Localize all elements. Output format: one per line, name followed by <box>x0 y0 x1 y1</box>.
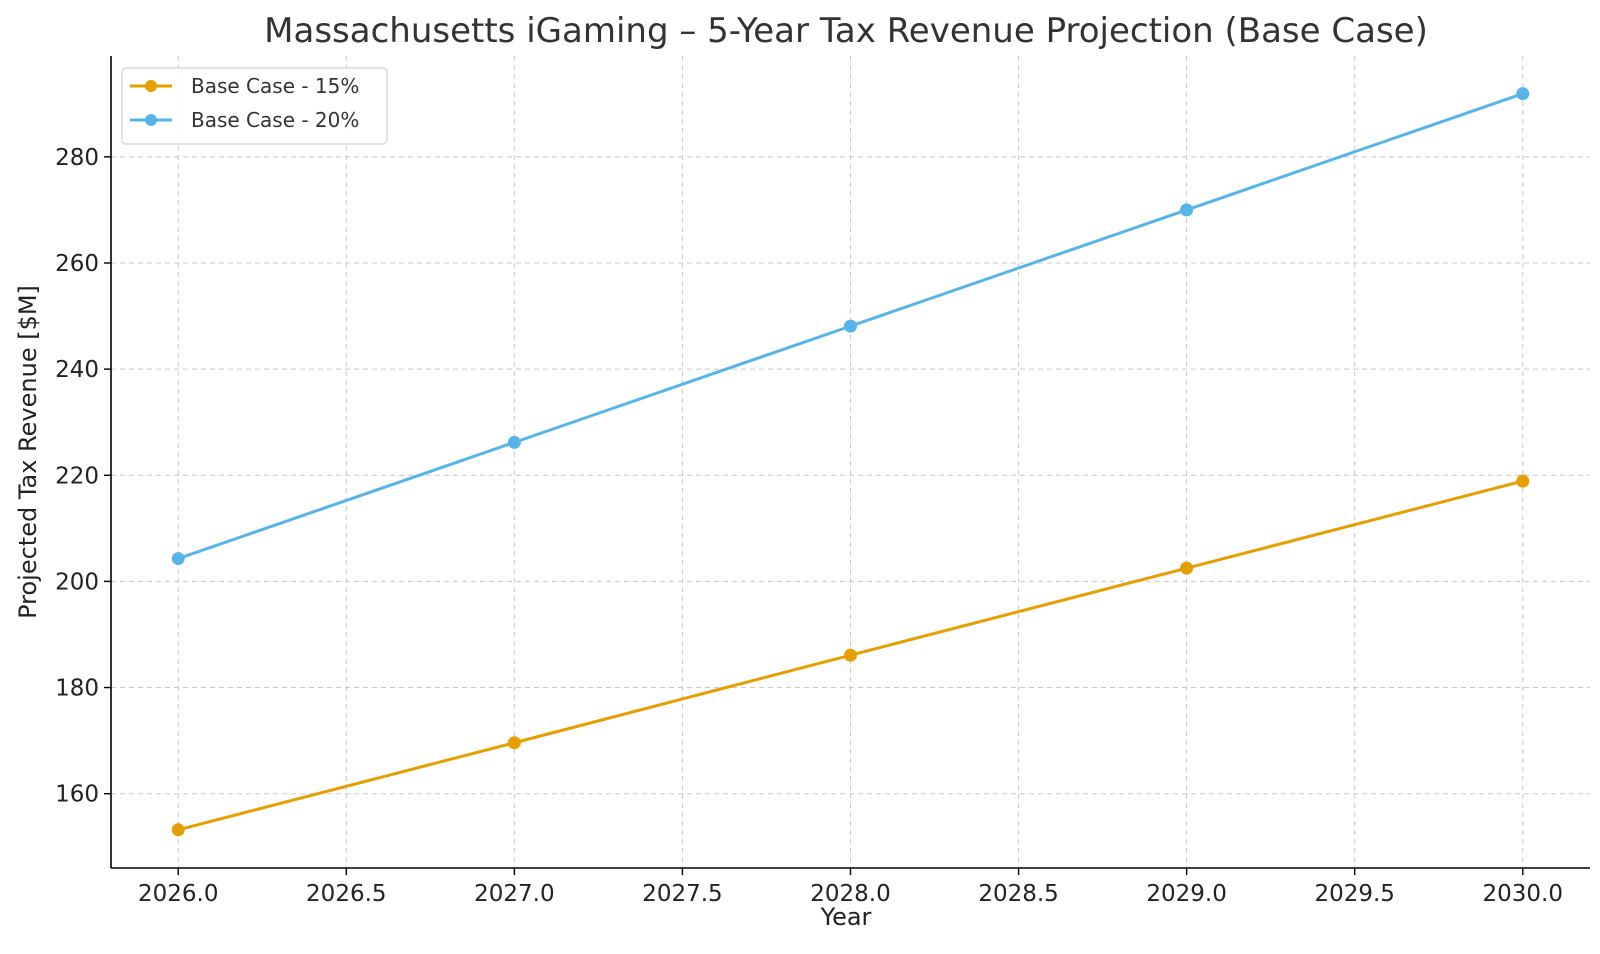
legend-box <box>121 67 388 145</box>
grid-lines <box>111 56 1590 868</box>
x-tick-label: 2028.5 <box>978 881 1058 907</box>
x-tick-label: 2028.0 <box>810 881 890 907</box>
x-tick-label: 2026.0 <box>138 881 218 907</box>
data-point <box>844 648 857 662</box>
x-tick-label: 2027.0 <box>474 881 554 907</box>
legend-label: Base Case - 20% <box>191 108 359 132</box>
legend-swatch-marker <box>145 80 157 92</box>
legend-item: Base Case - 20% <box>130 108 359 132</box>
tick-marks: 2026.0 2026.5 2027.0 2027.5 2028.0 2028.5 2029… <box>55 145 1563 907</box>
data-point <box>1516 474 1530 488</box>
y-tick-label: 200 <box>55 569 99 595</box>
x-tick-label: 2030.0 <box>1483 881 1563 907</box>
y-tick-label: 240 <box>55 357 99 383</box>
data-point <box>507 736 521 750</box>
x-tick-label: 2029.0 <box>1146 881 1226 907</box>
data-point <box>1180 561 1194 575</box>
legend-swatch-marker <box>145 114 157 126</box>
x-tick-label: 2027.5 <box>642 881 722 907</box>
chart-title: Massachusetts iGaming – 5-Year Tax Reven… <box>264 11 1428 51</box>
data-point <box>844 319 857 333</box>
data-point <box>1180 203 1194 217</box>
x-axis-label: Year <box>820 903 872 931</box>
series-1 <box>171 474 1530 837</box>
y-tick-label: 220 <box>55 463 99 489</box>
data-point <box>1516 87 1530 101</box>
series-2 <box>171 87 1530 566</box>
data-point <box>171 552 185 566</box>
x-tick-label: 2029.5 <box>1314 881 1394 907</box>
y-tick-label: 160 <box>55 782 99 808</box>
legend-label: Base Case - 15% <box>191 74 359 98</box>
series-lines <box>171 87 1530 837</box>
legend-item: Base Case - 15% <box>130 74 359 98</box>
x-tick-label: 2026.5 <box>306 881 386 907</box>
y-tick-label: 260 <box>55 251 99 277</box>
data-point <box>507 435 521 449</box>
y-tick-label: 180 <box>55 676 99 702</box>
y-tick-label: 280 <box>55 145 99 171</box>
data-point <box>171 823 185 837</box>
y-axis-label: Projected Tax Revenue [$M] <box>14 285 42 619</box>
legend: Base Case - 15% Base Case - 20% <box>121 67 388 145</box>
